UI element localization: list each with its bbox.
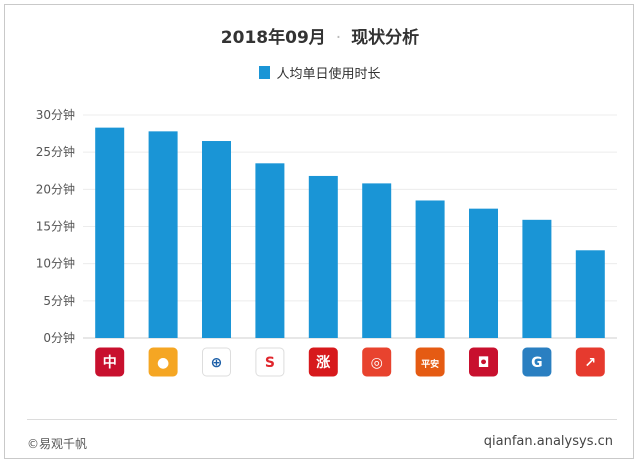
app-icon-1: 中 [95,347,125,377]
chart-title: 2018年09月 · 现状分析 [5,23,635,48]
app-icon-1-tile [95,347,125,377]
bar-app-3 [202,141,231,338]
app-icon-4-tile [255,347,285,377]
app-icon-7-glyph: 平安 [421,358,439,370]
footer-divider [27,419,617,420]
app-icon-7: 平安 [415,347,445,377]
legend-label: 人均单日使用时长 [276,67,381,82]
y-tick-label: 30分钟 [36,107,75,122]
app-icon-5: 涨 [308,347,338,377]
y-tick-label: 20分钟 [36,181,75,196]
y-tick-label: 5分钟 [43,293,75,308]
footer-site: qianfan.analysys.cn [483,434,613,449]
bar-app-9 [522,219,552,338]
footer-source: ©易观千帆 [27,437,88,451]
app-icon-8: ◘ [469,347,498,377]
app-icon-10-tile [575,347,605,377]
app-icon-8-tile [469,347,498,377]
bar-app-8 [469,208,498,338]
app-icon-2-tile [148,347,178,377]
app-icon-9-glyph: G [531,355,543,371]
title-separator: · [335,28,342,48]
app-icon-7-tile [415,347,445,377]
app-icon-2: ● [148,347,178,377]
app-icon-9-tile [522,347,552,377]
app-icon-6: ◎ [362,347,392,377]
app-icon-9: G [522,347,552,377]
app-icon-10-glyph: ↗ [584,355,596,371]
app-icon-4: S [255,347,285,377]
app-icon-3-glyph: ⊕ [211,355,223,371]
bar-app-10 [575,250,605,338]
bar-app-5 [308,175,338,338]
bar-app-6 [362,183,392,338]
app-icon-10: ↗ [575,347,605,377]
app-icon-5-glyph: 涨 [316,355,330,371]
app-icon-3: ⊕ [202,347,231,377]
bar-app-1 [95,127,125,339]
y-tick-label: 25分钟 [36,144,75,159]
app-icon-2-glyph: ● [157,355,169,371]
chart-frame: 2018年09月 · 现状分析 人均单日使用时长 0分钟 5分钟 10分钟 15分钟 20分… [4,4,634,459]
app-icon-4-glyph: S [265,355,275,371]
app-icon-6-tile [362,347,392,377]
y-tick-label: 15分钟 [36,219,75,234]
bar-app-2 [148,131,178,338]
legend-swatch [259,66,271,79]
legend: 人均单日使用时长 [5,63,635,82]
y-tick-label: 10分钟 [36,256,75,271]
title-date: 2018年09月 [220,28,326,48]
title-name: 现状分析 [351,28,420,48]
bar-app-7 [415,200,445,338]
app-icon-5-tile [308,347,338,377]
y-tick-label: 0分钟 [43,330,75,345]
bar-app-4 [255,163,285,338]
app-icon-8-glyph: ◘ [478,355,490,371]
app-icon-1-glyph: 中 [103,354,117,371]
app-icon-3-tile [202,347,231,377]
app-icon-6-glyph: ◎ [371,355,383,371]
